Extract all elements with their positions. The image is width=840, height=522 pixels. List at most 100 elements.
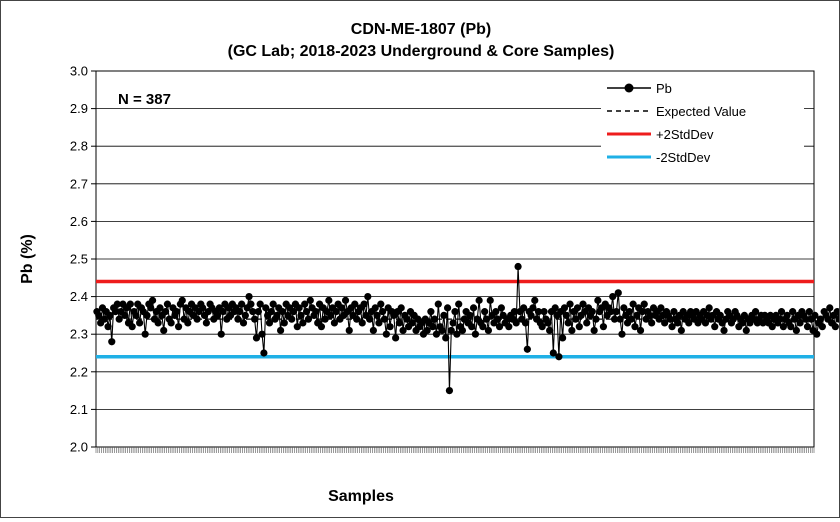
pb-data-point	[302, 308, 311, 316]
legend: Pb Expected Value +2StdDev -2StdDev	[601, 77, 804, 181]
pb-data-point	[818, 323, 826, 331]
pb-data-point	[327, 311, 335, 319]
pb-data-point	[295, 304, 303, 312]
pb-data-point	[377, 300, 385, 308]
pb-data-point	[369, 326, 377, 335]
pb-data-point	[813, 330, 821, 338]
pb-data-point	[442, 334, 450, 342]
pb-data-point	[247, 300, 255, 308]
pb-data-point	[787, 323, 795, 331]
pb-data-point	[148, 296, 157, 304]
pb-data-point	[568, 326, 576, 335]
pb-data-point	[646, 311, 654, 319]
pb-data-point	[495, 323, 504, 331]
pb-data-point	[154, 319, 162, 327]
pb-data-point	[546, 326, 554, 335]
pb-data-point	[403, 315, 411, 323]
pb-data-point	[618, 330, 626, 338]
pb-data-point	[445, 387, 454, 395]
pb-data-point	[629, 300, 637, 308]
pb-data-point	[475, 296, 483, 304]
x-axis-ticks	[95, 447, 815, 453]
y-tick-label: 2.0	[70, 440, 88, 455]
pb-data-point	[427, 308, 435, 316]
pb-data-point	[455, 300, 463, 308]
pb-data-point	[273, 311, 281, 319]
chart-subtitle: (GC Lab; 2018-2023 Underground & Core Sa…	[228, 43, 615, 60]
pb-data-point	[521, 319, 530, 327]
pb-data-point	[345, 326, 353, 335]
pb-data-point	[126, 300, 134, 308]
pb-data-point	[173, 308, 181, 316]
pb-data-point	[583, 319, 591, 327]
pb-data-point	[831, 323, 839, 331]
pb-data-point	[249, 308, 257, 316]
pb-data-point	[128, 323, 136, 331]
pb-data-point	[251, 315, 259, 323]
pb-data-point	[616, 315, 624, 323]
pb-data-point	[382, 330, 390, 338]
pb-data-point	[353, 315, 361, 323]
pb-data-point	[160, 326, 168, 335]
pb-data-point	[379, 308, 387, 316]
pb-data-point	[789, 308, 797, 316]
pb-data-point	[115, 315, 123, 323]
legend-pb-label: Pb	[656, 81, 672, 96]
pb-data-point	[332, 308, 340, 316]
pb-data-point	[779, 323, 787, 331]
pb-data-point	[776, 315, 784, 323]
pb-data-point	[297, 311, 305, 319]
pb-data-point	[484, 326, 492, 335]
pb-data-point	[538, 323, 546, 331]
pb-data-point	[100, 315, 108, 323]
pb-data-point	[219, 308, 227, 316]
pb-data-point	[527, 311, 535, 319]
pb-data-point	[373, 311, 381, 319]
pb-data-point	[638, 308, 646, 316]
pb-data-point	[280, 319, 288, 327]
pb-data-point	[351, 300, 359, 308]
chart-title: CDN-ME-1807 (Pb)	[351, 21, 491, 38]
pb-data-point	[564, 319, 572, 327]
pb-data-point	[288, 315, 296, 323]
pb-data-point	[609, 293, 617, 301]
pb-data-point	[494, 315, 502, 323]
pb-data-point	[573, 304, 582, 312]
pb-data-point	[627, 315, 635, 323]
pb-data-point	[258, 330, 266, 338]
pb-data-point	[783, 311, 791, 319]
pb-data-point	[716, 311, 724, 319]
pb-data-point	[566, 300, 574, 308]
pb-data-point	[371, 304, 379, 312]
pb-data-point	[312, 308, 320, 316]
legend-plus2sd-label: +2StdDev	[656, 127, 714, 142]
y-tick-label: 2.6	[70, 214, 88, 229]
pb-data-point	[245, 293, 253, 301]
pb-data-point	[594, 296, 602, 304]
pb-data-point	[278, 308, 287, 316]
pb-data-point	[449, 319, 457, 327]
pb-data-point	[590, 326, 598, 335]
pb-data-point	[113, 300, 121, 308]
pb-data-point	[471, 330, 480, 338]
pb-data-point	[399, 326, 407, 335]
pb-data-point	[677, 326, 685, 335]
pb-data-point	[555, 353, 563, 361]
pb-data-point	[520, 304, 528, 312]
pb-data-point	[805, 308, 813, 316]
pb-data-point	[534, 308, 543, 316]
pb-data-point	[666, 315, 674, 323]
pb-data-point	[443, 304, 452, 312]
pb-data-point	[575, 323, 583, 331]
x-axis-label: Samples	[328, 488, 394, 505]
pb-data-point	[330, 319, 339, 327]
pb-data-point	[544, 319, 552, 327]
pb-data-point	[610, 315, 619, 323]
pb-data-point	[338, 304, 346, 312]
y-tick-label: 2.7	[70, 176, 88, 191]
pb-data-point	[510, 308, 518, 316]
pb-data-point	[668, 323, 676, 331]
pb-data-point	[670, 308, 678, 316]
pb-data-point	[256, 300, 264, 308]
